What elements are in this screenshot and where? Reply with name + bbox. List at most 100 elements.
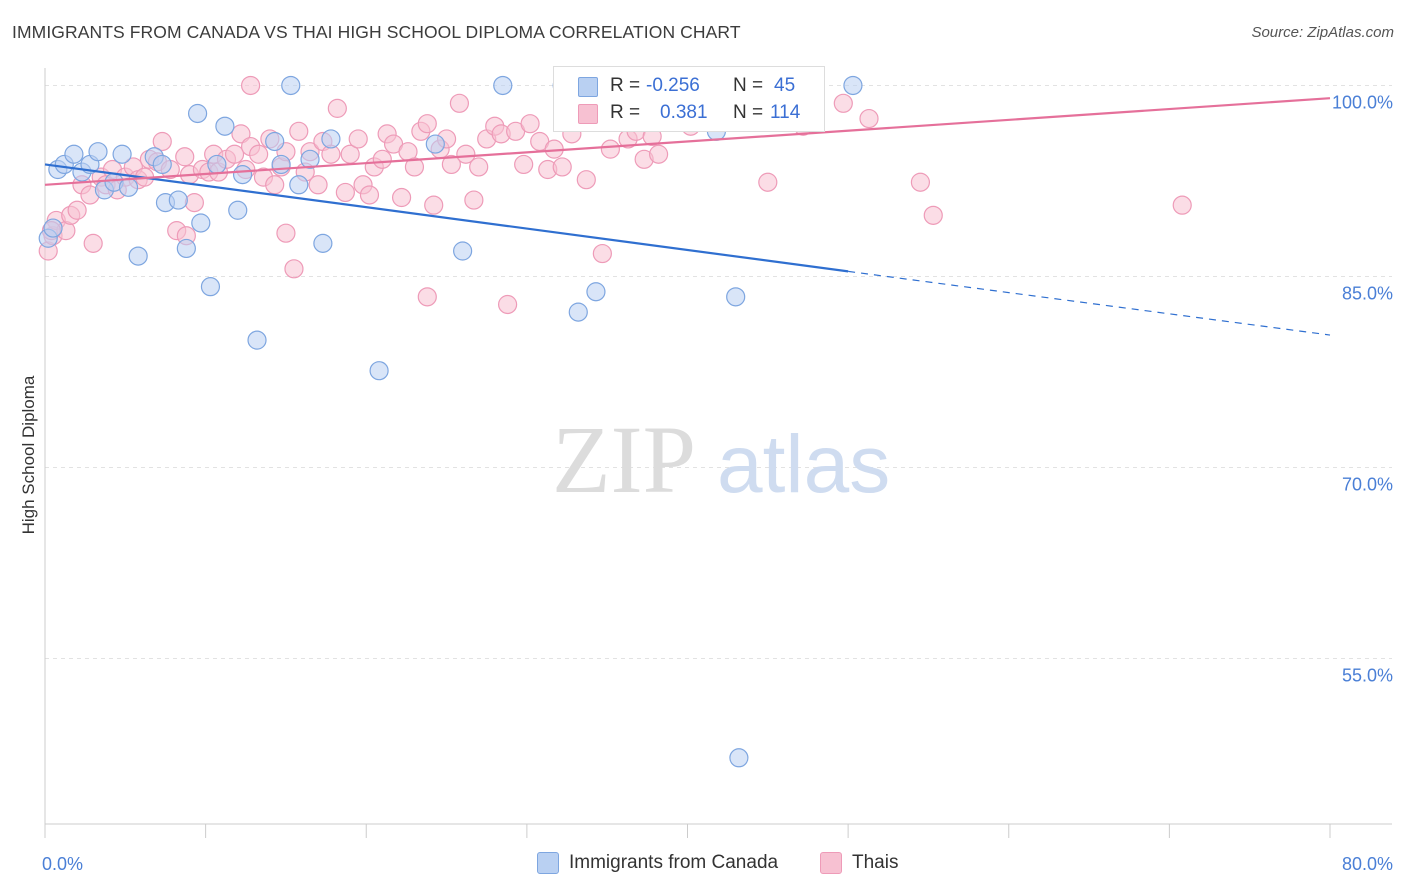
y-tick-label: 55.0% — [1342, 665, 1393, 685]
thai-point — [231, 124, 251, 144]
canada-point — [168, 190, 188, 210]
x-tick-label: 0.0% — [42, 854, 83, 874]
thai-point — [391, 187, 412, 208]
thai-point — [289, 121, 309, 141]
thai-point — [359, 185, 380, 205]
thai-point — [1172, 195, 1192, 215]
canada-point — [493, 75, 513, 96]
legend-item-canada[interactable]: Immigrants from Canada — [537, 852, 778, 874]
canada-point — [207, 154, 227, 175]
trend-lines — [44, 97, 1331, 336]
thai-point — [498, 294, 518, 315]
thai-point — [152, 131, 172, 152]
chart-source: Source: ZipAtlas.com — [1251, 24, 1394, 41]
thai-trend-line — [44, 97, 1331, 186]
x-tick-label: 80.0% — [1342, 854, 1393, 874]
thai-point — [224, 144, 245, 164]
thai-point — [284, 259, 304, 279]
canada-point — [281, 75, 301, 96]
legend-swatch-thai — [820, 852, 842, 874]
thai-point — [417, 114, 437, 134]
canada-point — [425, 134, 445, 154]
canada-point — [228, 200, 248, 220]
axes — [44, 68, 1392, 838]
thai-point — [456, 144, 476, 164]
thai-point — [833, 93, 853, 113]
thai-point — [372, 149, 392, 169]
canada-point — [191, 213, 211, 233]
canada-point — [232, 165, 253, 185]
n-value-canada: 45 — [774, 75, 796, 96]
canada-point — [200, 277, 221, 297]
thai-point — [404, 157, 425, 177]
canada-point — [313, 233, 333, 253]
r-value-canada: -0.256 — [646, 75, 700, 96]
thai-point — [648, 144, 669, 164]
n-value-thai: 114 — [770, 102, 801, 123]
thai-point — [758, 172, 778, 192]
canada-point — [128, 246, 148, 266]
thai-point — [600, 139, 621, 159]
thai-point — [417, 287, 437, 307]
legend-swatch-canada — [537, 852, 559, 874]
canada-point — [187, 103, 208, 124]
thai-point — [441, 154, 461, 175]
thai-point — [552, 157, 572, 177]
canada-point — [289, 175, 309, 195]
stats-swatch-canada — [578, 77, 598, 97]
thai-point — [449, 93, 470, 113]
canada-point — [300, 149, 320, 169]
canada-point — [568, 302, 588, 322]
thai-point — [520, 114, 540, 134]
thai-point — [910, 172, 931, 192]
r-label-canada: R = — [610, 75, 641, 96]
thai-point — [276, 223, 296, 243]
r-value-thai: 0.381 — [660, 102, 708, 123]
canada-point — [586, 282, 606, 302]
canada-point — [215, 116, 235, 136]
n-label-canada: N = — [733, 75, 764, 96]
thai-point — [308, 175, 328, 195]
watermark-atlas: atlas — [717, 419, 890, 510]
thai-point — [327, 98, 347, 118]
canada-points — [38, 75, 863, 768]
y-tick-label: 85.0% — [1342, 283, 1393, 303]
thai-point — [469, 157, 489, 177]
canada-point — [271, 154, 291, 175]
thai-point — [249, 144, 269, 164]
thai-point — [184, 193, 204, 213]
canada-point — [453, 241, 473, 261]
thai-point — [514, 154, 534, 175]
canada-point — [43, 218, 63, 238]
canada-point — [729, 748, 749, 768]
watermark: ZIP atlas — [552, 406, 890, 513]
tick-labels: 100.0% 85.0% 70.0% 55.0% 0.0% 80.0% High Schoo… — [19, 92, 1393, 874]
bottom-legend: Immigrants from Canada Thais — [0, 852, 1406, 878]
stats-swatch-thai — [578, 104, 598, 124]
thai-point — [83, 233, 103, 253]
canada-point — [843, 75, 863, 96]
canada-point — [369, 361, 389, 381]
y-axis-label: High School Diploma — [19, 375, 38, 534]
canada-trend-line — [44, 163, 849, 273]
chart-title: IMMIGRANTS FROM CANADA VS THAI HIGH SCHO… — [12, 22, 741, 42]
canada-point — [64, 144, 84, 164]
canada-point — [265, 131, 285, 152]
canada-point — [112, 144, 132, 164]
legend-label-canada: Immigrants from Canada — [569, 852, 779, 873]
legend-label-thai: Thais — [852, 852, 899, 873]
thai-point — [265, 175, 285, 195]
thai-point — [424, 195, 444, 215]
y-tick-label: 70.0% — [1342, 474, 1393, 494]
thai-point — [175, 147, 195, 167]
stats-legend: R = -0.256 N = 45 R = 0.381 N = 114 — [553, 66, 825, 132]
canada-point — [118, 177, 139, 197]
thai-point — [348, 129, 368, 149]
canada-point — [726, 287, 746, 307]
thai-point — [859, 108, 879, 129]
watermark-zip: ZIP — [552, 406, 696, 513]
canada-point — [176, 238, 196, 259]
r-label-thai: R = — [610, 102, 641, 123]
legend-item-thai[interactable]: Thais — [820, 852, 898, 874]
